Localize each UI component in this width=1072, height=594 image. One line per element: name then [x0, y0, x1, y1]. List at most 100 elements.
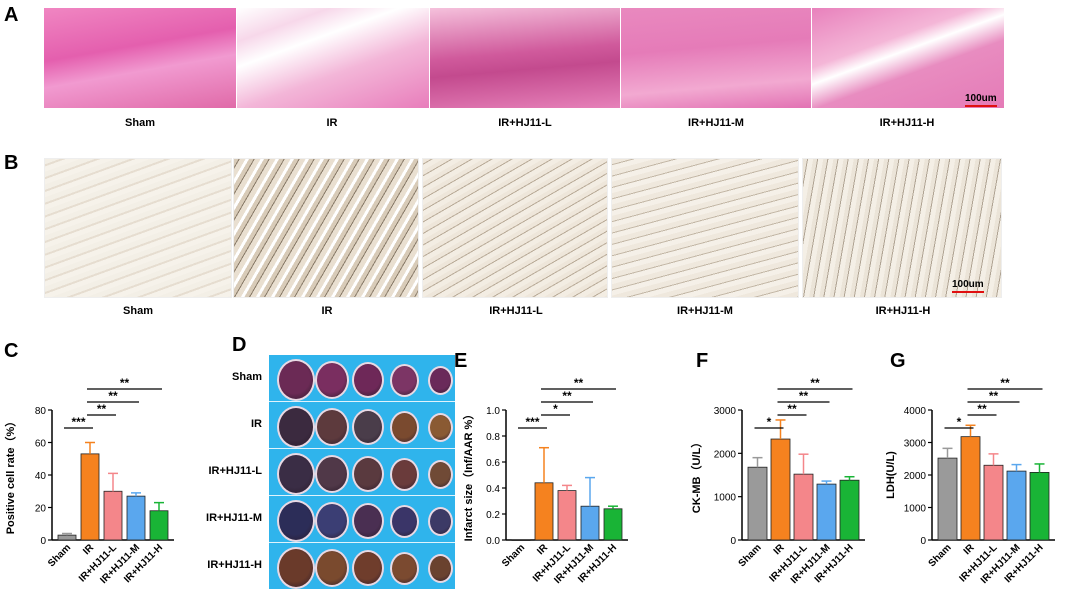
y-tick-label: 0 [40, 536, 46, 547]
scale-bar-a: 100um [965, 93, 997, 107]
x-tick-label: Sham [927, 542, 954, 569]
ttc-row-labels: Sham IR IR+HJ11-L IR+HJ11-M IR+HJ11-H [202, 355, 262, 589]
he-image-ir-hj11-m [621, 8, 811, 108]
significance-label: ** [977, 402, 987, 416]
y-tick-label: 3000 [904, 439, 927, 450]
bar [747, 466, 768, 541]
bar [937, 457, 958, 541]
significance-label: ** [574, 376, 584, 390]
y-tick-label: 0.8 [486, 432, 500, 443]
ttc-heart-slice [389, 457, 419, 491]
ihc-image-ir [233, 158, 419, 298]
y-tick-label: 80 [35, 406, 47, 417]
panel-label-b: B [4, 152, 19, 174]
ttc-heart-slice [427, 365, 453, 395]
significance-label: ** [799, 389, 809, 403]
y-tick-label: 1000 [714, 493, 737, 504]
ttc-heart-slice [427, 553, 453, 583]
ttc-heart-slice [352, 362, 384, 398]
y-tick-label: 40 [35, 471, 47, 482]
bar [983, 464, 1004, 541]
y-tick-label: 0 [920, 536, 926, 547]
caption-a-3: IR+HJ11-M [688, 117, 744, 129]
bar [557, 490, 577, 541]
chart-infarct-size: 0.0 0.2 0.4 0.6 0.8 1.0 Infarct size（Inf/AAR %… [462, 376, 628, 586]
x-tick-label: Sham [500, 542, 527, 569]
significance-label: ** [108, 389, 118, 403]
ttc-heart-slice [352, 409, 384, 445]
bar [839, 479, 860, 541]
bar [534, 482, 554, 541]
y-axis-label: LDH(U/L) [885, 451, 897, 499]
significance-label: ** [810, 376, 820, 390]
ttc-heart-slice [277, 359, 315, 401]
caption-b-0: Sham [123, 305, 153, 317]
y-tick-label: 0.6 [486, 458, 500, 469]
ttc-heart-slice [389, 504, 419, 538]
ttc-heart-slice [352, 456, 384, 492]
bar [960, 436, 981, 541]
ttc-heart-slice [277, 453, 315, 495]
ttc-heart-slice [315, 361, 349, 399]
bar [57, 534, 77, 541]
bar [1029, 472, 1050, 541]
significance-label: *** [525, 415, 539, 429]
ttc-heart-slice [427, 412, 453, 442]
ihc-image-sham [44, 158, 232, 298]
bar [103, 490, 123, 541]
y-tick-label: 2000 [904, 471, 927, 482]
x-tick-label: Sham [737, 542, 764, 569]
bar [580, 505, 600, 541]
y-tick-label: 1000 [904, 504, 927, 515]
ttc-heart-slice [315, 455, 349, 493]
ttc-row-label-4: IR+HJ11-H [207, 559, 262, 571]
ttc-heart-slice [427, 459, 453, 489]
significance-label: * [553, 402, 558, 416]
ttc-heart-slice [352, 503, 384, 539]
x-tick-label: IR [81, 542, 96, 557]
ihc-image-ir-hj11-l [422, 158, 608, 298]
bar [149, 510, 169, 541]
caption-a-4: IR+HJ11-H [879, 117, 935, 129]
y-tick-label: 60 [35, 439, 47, 450]
ttc-row-label-3: IR+HJ11-M [206, 512, 262, 524]
y-tick-label: 4000 [904, 406, 927, 417]
scale-label: 100um [965, 93, 997, 104]
ihc-image-ir-hj11-h [802, 158, 1002, 298]
he-image-ir-hj11-l [430, 8, 620, 108]
y-tick-label: 1.0 [486, 406, 500, 417]
bar [511, 539, 531, 541]
x-tick-label: IR [962, 542, 977, 557]
ttc-heart-slice [277, 500, 315, 542]
ttc-heart-slice [389, 363, 419, 397]
panel-label-g: G [890, 350, 906, 372]
panel-label-a: A [4, 4, 19, 26]
y-tick-label: 3000 [714, 406, 737, 417]
y-tick-label: 20 [35, 504, 47, 515]
ttc-heart-slice [352, 550, 384, 586]
bar [770, 438, 791, 541]
he-image-ir [237, 8, 429, 108]
x-tick-label: Sham [46, 542, 73, 569]
x-tick-label: IR [772, 542, 787, 557]
ttc-staining-image [269, 355, 455, 589]
y-tick-label: 0.0 [486, 536, 500, 547]
ttc-row-label-2: IR+HJ11-L [208, 465, 263, 477]
y-tick-label: 2000 [714, 449, 737, 460]
significance-label: ** [787, 402, 797, 416]
ttc-heart-slice [389, 410, 419, 444]
caption-a-0: Sham [125, 117, 155, 129]
caption-a-2: IR+HJ11-L [498, 117, 552, 129]
significance-label: ** [97, 402, 107, 416]
bar [603, 508, 623, 541]
ttc-heart-slice [277, 406, 315, 448]
ttc-heart-slice [315, 502, 349, 540]
y-tick-label: 0.2 [486, 510, 500, 521]
y-axis-label: Positive cell rate（%） [4, 416, 17, 535]
y-axis-label: CK-MB（U/L） [690, 437, 703, 513]
significance-label: *** [71, 415, 85, 429]
ttc-row-label-0: Sham [232, 371, 262, 383]
ttc-heart-slice [315, 549, 349, 587]
